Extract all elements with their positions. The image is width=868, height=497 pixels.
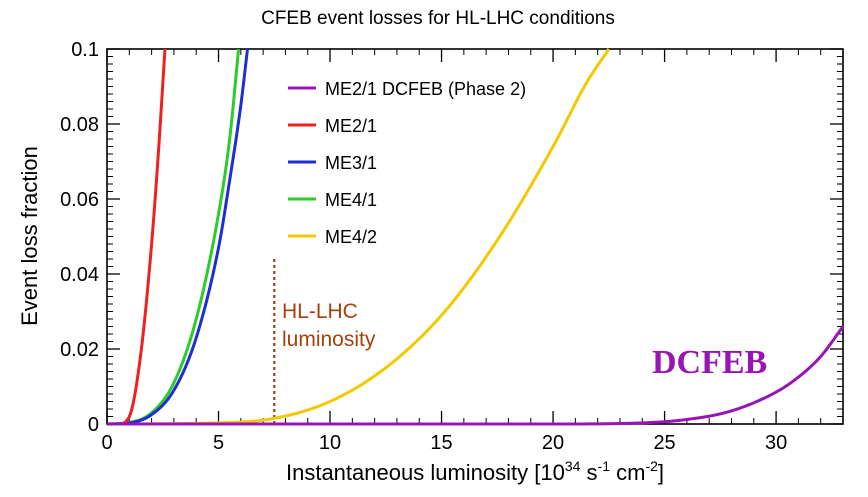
y-tick-label: 0.1 (71, 39, 99, 61)
x-axis-label: Instantaneous luminosity [1034 s-1 cm-2] (286, 458, 664, 485)
x-axis-label-exp1: 34 (565, 458, 581, 474)
x-axis-label-mid1: s (580, 460, 597, 485)
vline-label-line2: luminosity (282, 328, 376, 351)
legend-label: ME4/2 (325, 227, 377, 247)
y-tick-label: 0.06 (60, 189, 99, 211)
legend-label: ME2/1 (325, 116, 377, 136)
x-tick-label: 10 (319, 432, 341, 454)
axis-ticks (106, 48, 844, 425)
series-line-0 (107, 325, 845, 426)
y-tick-label: 0.02 (60, 339, 99, 361)
y-tick-label: 0.04 (60, 264, 99, 286)
series-line-3 (106, 48, 241, 426)
x-tick-label: 20 (542, 432, 564, 454)
series-lines (105, 48, 845, 426)
dcfeb-annotation: DCFEB (652, 344, 767, 381)
y-tick-label: 0.08 (60, 114, 99, 136)
x-axis-label-main: Instantaneous luminosity [10 (286, 460, 565, 485)
x-tick-label: 15 (430, 432, 452, 454)
x-axis-label-end: ] (658, 460, 664, 485)
legend-label: ME2/1 DCFEB (Phase 2) (325, 79, 526, 99)
series-line-1 (105, 48, 167, 426)
chart-title: CFEB event losses for HL-LHC conditions (261, 8, 615, 29)
tick-labels: 0 5 10 15 20 25 30 0 0.02 0.04 0.06 0.08 0.1 (60, 39, 787, 454)
x-axis-label-mid2: cm (610, 460, 645, 485)
x-tick-label: 30 (765, 432, 787, 454)
series-line-2 (106, 48, 249, 426)
x-tick-label: 5 (213, 432, 224, 454)
legend-label: ME3/1 (325, 153, 377, 173)
x-axis-label-exp2: -1 (598, 458, 611, 474)
legend: ME2/1 DCFEB (Phase 2) ME2/1 ME3/1 ME4/1 ME4/… (288, 79, 526, 247)
x-axis-label-exp3: -2 (645, 458, 658, 474)
legend-label: ME4/1 (325, 190, 377, 210)
x-tick-label: 0 (101, 432, 112, 454)
y-axis-label: Event loss fraction (17, 146, 42, 326)
y-tick-label: 0 (88, 414, 99, 436)
x-tick-label: 25 (653, 432, 675, 454)
vline-label-line1: HL-LHC (282, 300, 358, 323)
